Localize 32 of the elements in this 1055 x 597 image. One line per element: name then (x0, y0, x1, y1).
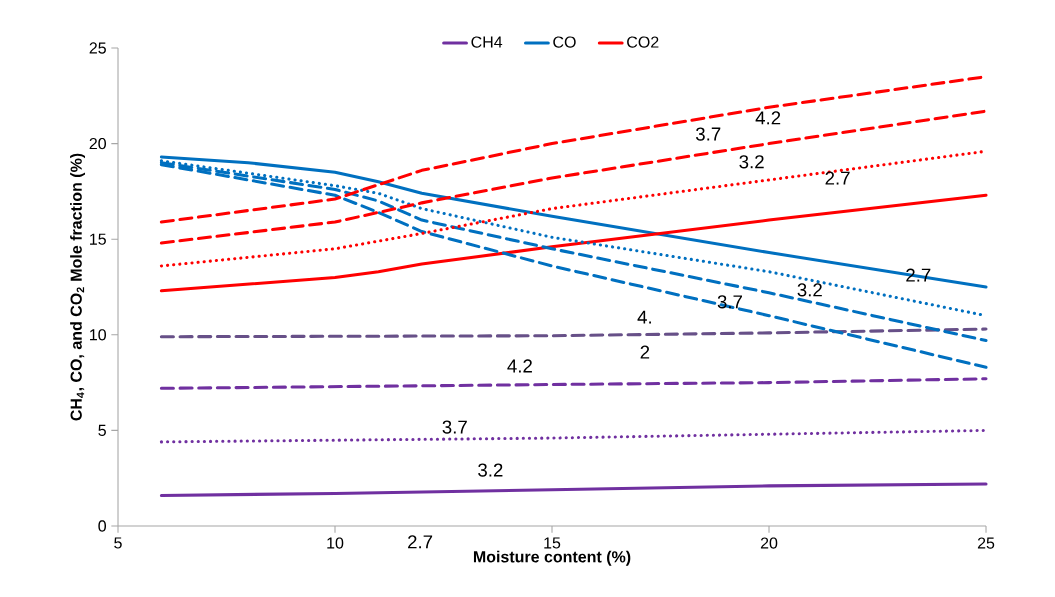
x-tick-label: 10 (327, 537, 344, 549)
y-tick-label: 20 (89, 137, 107, 150)
line-series (159, 377, 988, 390)
legend-label: CH4 (471, 36, 503, 48)
x-axis-title: Moisture content (%) (473, 550, 631, 566)
x-tick-label: 15 (544, 537, 561, 549)
annotation: 4.2 (507, 359, 532, 373)
annotation: 4. (637, 310, 651, 324)
legend-label: CO2 (627, 36, 659, 48)
x-tick-label: 20 (760, 537, 778, 549)
x-tick-label: 5 (114, 537, 122, 549)
annotation: 3.2 (739, 155, 764, 169)
y-axis-title: CH$_{4}$, CO, and CO$_{2}$ Mole fraction (%) (70, 153, 86, 421)
annotation: 3.7 (695, 127, 721, 141)
line-series (159, 109, 988, 245)
y-tick-label: 0 (98, 520, 107, 532)
y-tick-label: 15 (90, 233, 106, 245)
annotation: 2 (640, 345, 650, 359)
line-series (159, 327, 988, 339)
annotation: 3.7 (442, 420, 467, 434)
annotation: 2.7 (825, 171, 850, 185)
y-tick-label: 5 (98, 424, 106, 436)
annotation: 3.2 (797, 283, 822, 297)
annotation: 3.2 (478, 463, 503, 477)
annotation: 4.2 (755, 111, 781, 125)
line-series (159, 482, 988, 497)
legend-label: CO (553, 36, 576, 48)
text: 2.7 (408, 535, 433, 549)
y-tick-label: 25 (89, 42, 106, 54)
y-tick-label: 10 (90, 329, 107, 341)
annotation: 3.7 (717, 295, 742, 309)
x-tick-label: 25 (977, 537, 995, 549)
